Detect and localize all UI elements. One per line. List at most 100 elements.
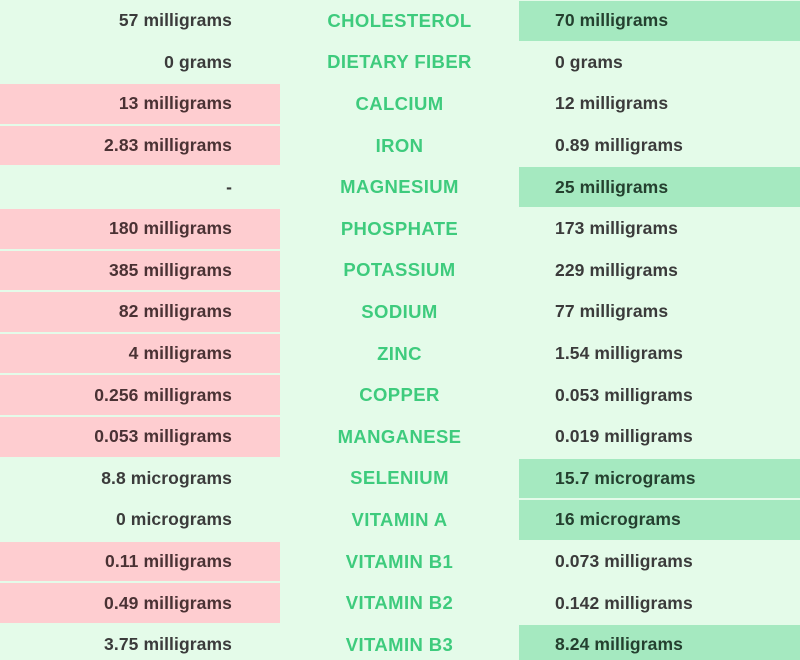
right-value-cell: 229 milligrams — [519, 251, 800, 291]
nutrient-label-cell: COPPER — [280, 375, 519, 415]
left-value-cell: 82 milligrams — [0, 292, 280, 332]
left-value: 82 milligrams — [118, 301, 232, 322]
left-value-cell: 2.83 milligrams — [0, 125, 280, 166]
right-value-cell: 12 milligrams — [519, 84, 800, 124]
left-value-cell: 0.49 milligrams — [0, 583, 280, 623]
right-value: 0.019 milligrams — [555, 426, 693, 447]
right-value-cell: 173 milligrams — [519, 209, 800, 249]
left-value-cell: 8.8 micrograms — [0, 459, 280, 499]
table-row: 180 milligrams PHOSPHATE 173 milligrams — [0, 208, 800, 250]
table-row: 0 grams DIETARY FIBER 0 grams — [0, 42, 800, 84]
right-value-cell: 15.7 micrograms — [519, 458, 800, 499]
nutrient-label-cell: IRON — [280, 126, 519, 166]
right-value: 229 milligrams — [555, 259, 678, 280]
table-row: 0.256 milligrams COPPER 0.053 milligrams — [0, 374, 800, 416]
nutrient-label-cell: MAGNESIUM — [280, 167, 519, 207]
nutrient-label-cell: VITAMIN A — [280, 500, 519, 540]
right-value: 70 milligrams — [555, 10, 669, 31]
nutrient-label: SODIUM — [361, 300, 438, 322]
left-value: 0.11 milligrams — [105, 551, 232, 572]
table-row: 0 micrograms VITAMIN A 16 micrograms — [0, 499, 800, 541]
nutrient-label: COPPER — [359, 384, 440, 406]
left-value: 3.75 milligrams — [104, 634, 232, 655]
table-row: 57 milligrams CHOLESTEROL 70 milligrams — [0, 0, 800, 42]
nutrient-label: VITAMIN B1 — [345, 550, 454, 572]
right-value: 15.7 micrograms — [555, 467, 696, 488]
table-row: 0.49 milligrams VITAMIN B2 0.142 milligram… — [0, 582, 800, 624]
left-value-cell: 0.11 milligrams — [0, 541, 280, 582]
right-value: 1.54 milligrams — [555, 343, 683, 364]
right-value-cell: 0 grams — [519, 43, 800, 83]
left-value-cell: 0 micrograms — [0, 500, 280, 540]
nutrient-label: CHOLESTEROL — [327, 9, 472, 31]
table-row: - MAGNESIUM 25 milligrams — [0, 166, 800, 208]
table-row: 0.11 milligrams VITAMIN B1 0.073 milligram… — [0, 541, 800, 583]
left-value-cell: 57 milligrams — [0, 1, 280, 41]
right-value-cell: 0.89 milligrams — [519, 126, 800, 166]
right-value-cell: 25 milligrams — [519, 167, 800, 207]
right-value-cell: 16 micrograms — [519, 500, 800, 540]
left-value: 13 milligrams — [118, 93, 232, 114]
left-value: 57 milligrams — [118, 10, 232, 31]
nutrient-label: VITAMIN A — [351, 508, 448, 530]
left-value: 0 micrograms — [116, 509, 232, 530]
nutrient-label: MAGNESIUM — [340, 176, 459, 198]
nutrient-label-cell: VITAMIN B3 — [280, 625, 519, 660]
nutrient-label-cell: SODIUM — [280, 292, 519, 332]
left-value-cell: 3.75 milligrams — [0, 625, 280, 660]
nutrient-label: CALCIUM — [355, 92, 444, 114]
nutrient-label: POTASSIUM — [343, 259, 456, 281]
table-row: 3.75 milligrams VITAMIN B3 8.24 milligrams — [0, 624, 800, 660]
nutrient-label-cell: VITAMIN B1 — [280, 542, 519, 582]
right-value: 12 milligrams — [555, 93, 669, 114]
right-value: 8.24 milligrams — [555, 634, 683, 655]
left-value: 180 milligrams — [109, 218, 232, 239]
table-row: 385 milligrams POTASSIUM 229 milligrams — [0, 250, 800, 292]
table-row: 8.8 micrograms SELENIUM 15.7 micrograms — [0, 458, 800, 500]
left-value-cell: - — [0, 167, 280, 207]
nutrient-label: IRON — [375, 134, 424, 156]
table-row: 4 milligrams ZINC 1.54 milligrams — [0, 333, 800, 375]
nutrient-label: VITAMIN B3 — [345, 633, 454, 655]
right-value-cell: 0.053 milligrams — [519, 375, 800, 415]
nutrient-label: PHOSPHATE — [340, 217, 459, 239]
right-value-cell: 1.54 milligrams — [519, 334, 800, 374]
nutrient-label-cell: PHOSPHATE — [280, 209, 519, 249]
right-value: 0.053 milligrams — [555, 384, 693, 405]
right-value: 0.142 milligrams — [555, 592, 693, 613]
left-value-cell: 0.053 milligrams — [0, 416, 280, 457]
nutrient-label-cell: VITAMIN B2 — [280, 583, 519, 623]
nutrient-label: ZINC — [377, 342, 422, 364]
nutrient-label: DIETARY FIBER — [327, 51, 472, 73]
right-value-cell: 77 milligrams — [519, 292, 800, 332]
left-value: 0.49 milligrams — [104, 592, 232, 613]
right-value-cell: 8.24 milligrams — [519, 624, 800, 660]
nutrient-label-cell: POTASSIUM — [280, 251, 519, 291]
right-value: 0.073 milligrams — [555, 551, 693, 572]
table-row: 13 milligrams CALCIUM 12 milligrams — [0, 83, 800, 125]
nutrient-label: SELENIUM — [350, 467, 449, 489]
left-value: 0.256 milligrams — [94, 384, 232, 405]
right-value: 25 milligrams — [555, 176, 669, 197]
left-value-cell: 0 grams — [0, 43, 280, 83]
table-row: 2.83 milligrams IRON 0.89 milligrams — [0, 125, 800, 167]
left-value: 8.8 micrograms — [101, 467, 232, 488]
nutrient-label-cell: ZINC — [280, 334, 519, 374]
table-row: 0.053 milligrams MANGANESE 0.019 milligram… — [0, 416, 800, 458]
left-value: - — [226, 176, 232, 197]
left-value: 385 milligrams — [109, 259, 232, 280]
right-value-cell: 0.073 milligrams — [519, 542, 800, 582]
right-value-cell: 0.142 milligrams — [519, 583, 800, 623]
left-value-cell: 385 milligrams — [0, 250, 280, 291]
left-value: 0 grams — [164, 51, 232, 72]
nutrient-label-cell: SELENIUM — [280, 459, 519, 499]
left-value-cell: 0.256 milligrams — [0, 375, 280, 415]
right-value-cell: 70 milligrams — [519, 1, 800, 41]
nutrient-label-cell: MANGANESE — [280, 417, 519, 457]
nutrient-label-cell: CALCIUM — [280, 84, 519, 124]
left-value: 4 milligrams — [128, 343, 232, 364]
right-value: 16 micrograms — [555, 509, 681, 530]
right-value-cell: 0.019 milligrams — [519, 417, 800, 457]
left-value-cell: 180 milligrams — [0, 208, 280, 249]
